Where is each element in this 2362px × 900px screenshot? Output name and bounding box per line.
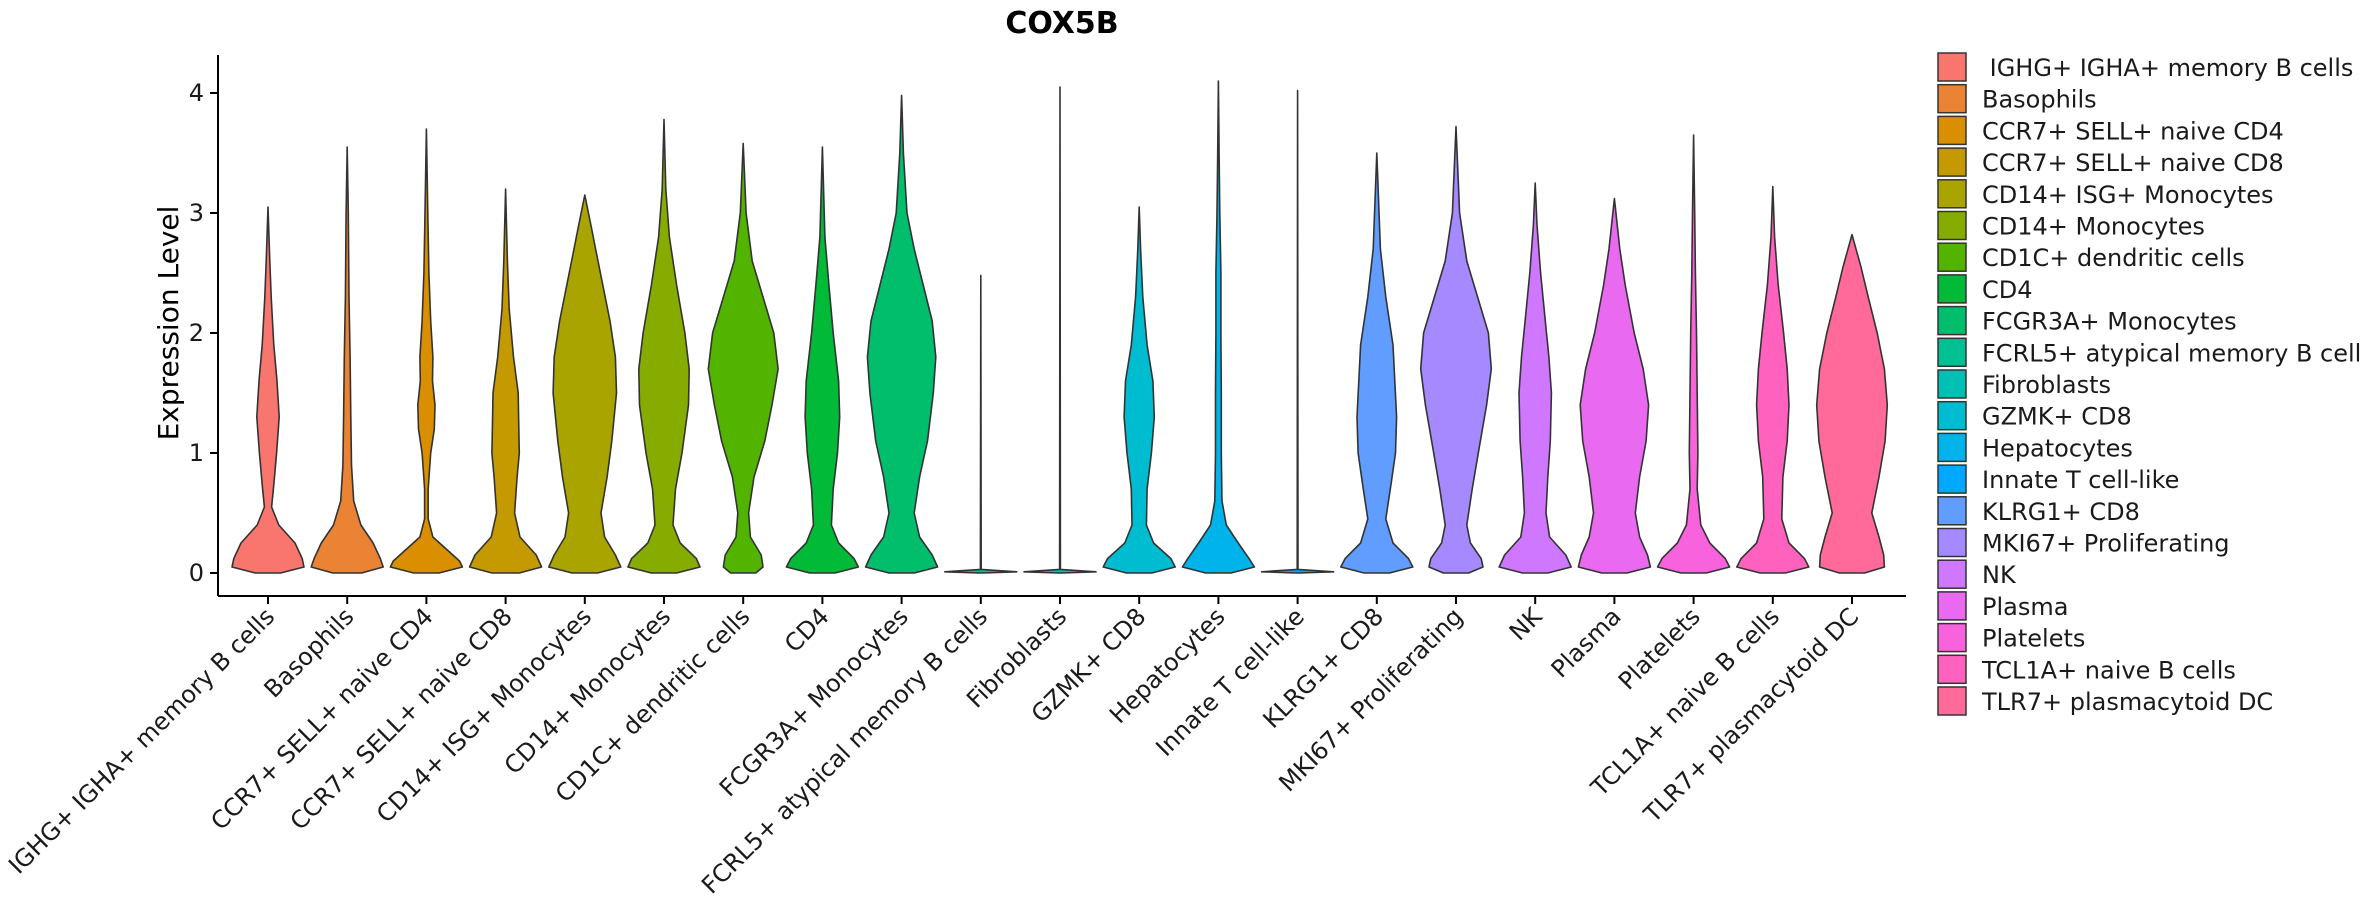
legend-swatch (1937, 622, 1967, 653)
legend-swatch (1937, 147, 1967, 177)
violin-6 (627, 118, 701, 574)
legend-label: Platelets (1982, 625, 2085, 653)
legend-swatch (1937, 527, 1967, 558)
y-tick-label: 2 (189, 319, 204, 347)
x-tick-label: Innate T cell-like (1150, 602, 1309, 761)
legend-label: Basophils (1982, 86, 2097, 114)
legend-swatch (1937, 305, 1967, 336)
violin-13 (1181, 80, 1256, 574)
violin-2 (310, 146, 384, 574)
legend-swatch (1937, 274, 1967, 304)
violin-15 (1340, 152, 1414, 574)
y-tick-label: 0 (189, 559, 204, 587)
x-tick-label: CD4 (779, 602, 835, 658)
legend-label: Innate T cell-like (1982, 466, 2179, 494)
legend-label: MKI67+ Proliferating (1982, 530, 2230, 558)
legend-swatch (1937, 464, 1967, 494)
legend-swatch (1937, 654, 1967, 685)
legend-swatch (1937, 179, 1967, 209)
y-tick-label: 3 (189, 199, 204, 227)
legend-label: TCL1A+ naive B cells (1981, 656, 2236, 684)
legend-swatch (1937, 52, 1967, 82)
chart-title: COX5B (1005, 6, 1118, 41)
violin-8 (785, 146, 860, 574)
violin-21 (1815, 233, 1889, 574)
violin-17 (1498, 182, 1572, 574)
axes (217, 55, 1906, 597)
legend-label: CD14+ ISG+ Monocytes (1982, 181, 2274, 209)
legend-swatch (1937, 432, 1967, 463)
x-tick-label: Plasma (1546, 602, 1627, 683)
violin-11 (1023, 86, 1097, 574)
x-tick-label: IGHG+ IGHA+ memory B cells (3, 602, 280, 879)
y-tick-label: 4 (189, 79, 204, 107)
violin-14 (1260, 89, 1335, 574)
legend-label: CCR7+ SELL+ naive CD4 (1982, 117, 2284, 145)
legend-swatch (1937, 83, 1967, 114)
legend-swatch (1937, 242, 1967, 272)
legend-swatch (1937, 115, 1967, 146)
legend-label: IGHG+ IGHA+ memory B cells (1982, 54, 2353, 82)
legend-label: CD14+ Monocytes (1982, 213, 2205, 241)
legend-swatch (1937, 686, 1967, 716)
violin-10 (944, 274, 1018, 574)
x-tick-label: FCRL5+ atypical memory B cells (696, 602, 993, 899)
legend-label: Fibroblasts (1982, 371, 2111, 399)
violin-group (231, 80, 1889, 574)
violin-7 (707, 142, 779, 574)
legend-label: TLR7+ plasmacytoid DC (1981, 688, 2273, 716)
x-ticks: IGHG+ IGHA+ memory B cellsBasophilsCCR7+… (3, 596, 1864, 899)
legend-label: FCGR3A+ Monocytes (1982, 308, 2237, 336)
legend-label: Hepatocytes (1982, 434, 2133, 462)
legend-swatch (1937, 400, 1967, 431)
y-axis-label: Expression Level (152, 206, 185, 441)
legend-label: Plasma (1982, 593, 2068, 621)
violin-16 (1419, 125, 1493, 574)
legend-swatch (1937, 559, 1967, 589)
legend-swatch (1937, 337, 1967, 368)
violin-18 (1577, 197, 1652, 574)
violin-5 (548, 194, 622, 574)
legend-label: CCR7+ SELL+ naive CD8 (1982, 149, 2284, 177)
legend-label: NK (1982, 561, 2017, 589)
violin-4 (468, 188, 543, 574)
legend-swatch (1937, 496, 1967, 526)
legend-swatch (1937, 591, 1967, 621)
violin-3 (389, 128, 464, 574)
x-tick-label: NK (1504, 602, 1549, 647)
violin-19 (1656, 134, 1731, 574)
legend-swatch (1937, 369, 1967, 399)
legend-label: CD4 (1982, 276, 2033, 304)
y-ticks: 0 1 2 3 4 (189, 79, 218, 587)
violin-12 (1102, 206, 1176, 574)
legend-label: GZMK+ CD8 (1982, 403, 2132, 431)
legend-label: FCRL5+ atypical memory B cells (1982, 339, 2362, 367)
legend: IGHG+ IGHA+ memory B cells Basophils CCR7+… (1937, 52, 2362, 716)
violin-1 (231, 206, 305, 574)
legend-label: KLRG1+ CD8 (1982, 498, 2140, 526)
legend-label: CD1C+ dendritic cells (1982, 244, 2245, 272)
violin-9 (864, 94, 939, 574)
legend-swatch (1937, 210, 1967, 241)
y-tick-label: 1 (189, 439, 204, 467)
violin-20 (1736, 185, 1810, 574)
